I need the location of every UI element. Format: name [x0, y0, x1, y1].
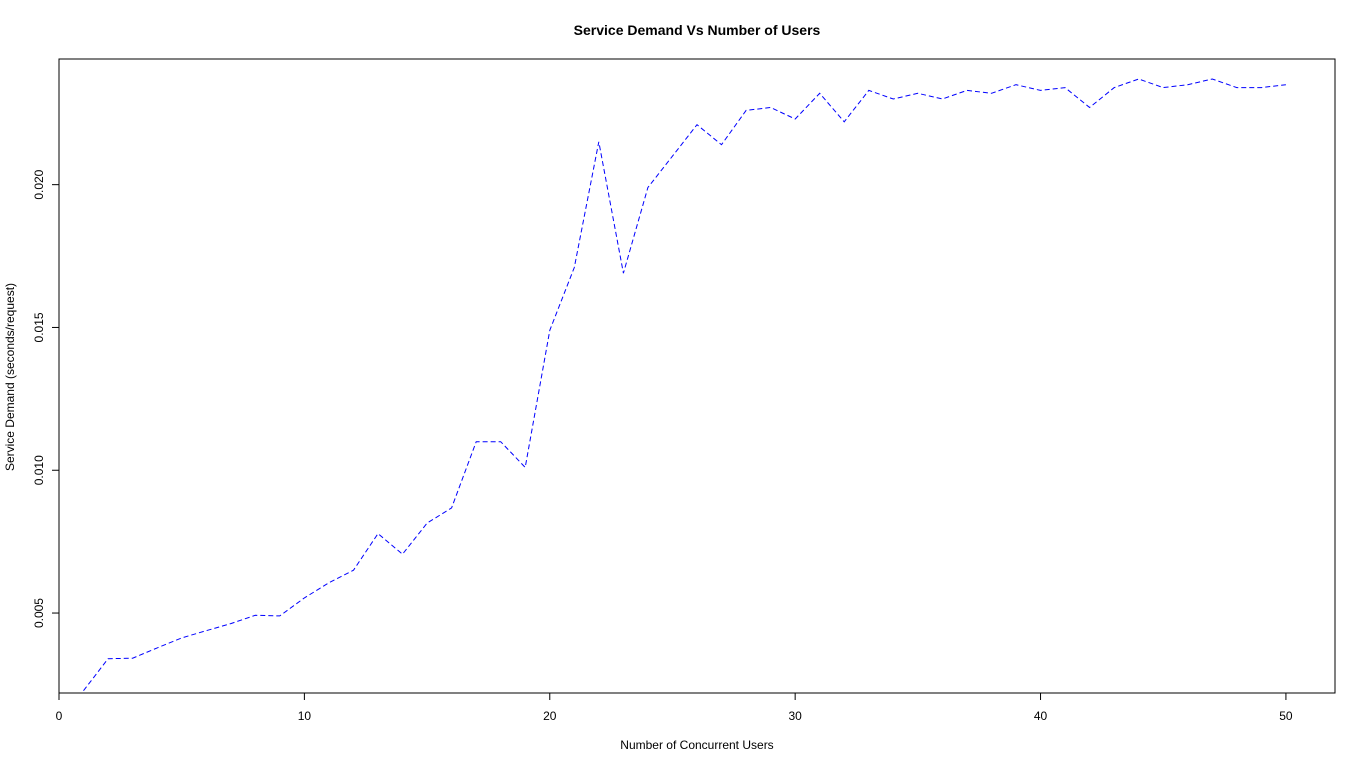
x-tick-label: 30: [788, 709, 802, 723]
x-tick-label: 10: [298, 709, 312, 723]
y-axis: 0.005 0.010 0.015 0.020: [32, 169, 59, 628]
y-tick-label: 0.015: [32, 312, 46, 342]
y-axis-label: Service Demand (seconds/request): [3, 283, 17, 471]
series-line: [83, 78, 1286, 692]
series-layer: [83, 78, 1286, 692]
x-axis: 0 10 20 30 40 50: [56, 693, 1293, 723]
plot-frame: [58, 58, 1336, 694]
x-axis-label: Number of Concurrent Users: [620, 738, 773, 752]
y-tick-label: 0.010: [32, 455, 46, 485]
chart-title: Service Demand Vs Number of Users: [574, 22, 821, 38]
y-tick-label: 0.020: [32, 169, 46, 199]
x-tick-label: 20: [543, 709, 557, 723]
x-tick-label: 0: [56, 709, 63, 723]
x-tick-label: 40: [1034, 709, 1048, 723]
y-tick-label: 0.005: [32, 598, 46, 628]
x-tick-label: 50: [1279, 709, 1293, 723]
